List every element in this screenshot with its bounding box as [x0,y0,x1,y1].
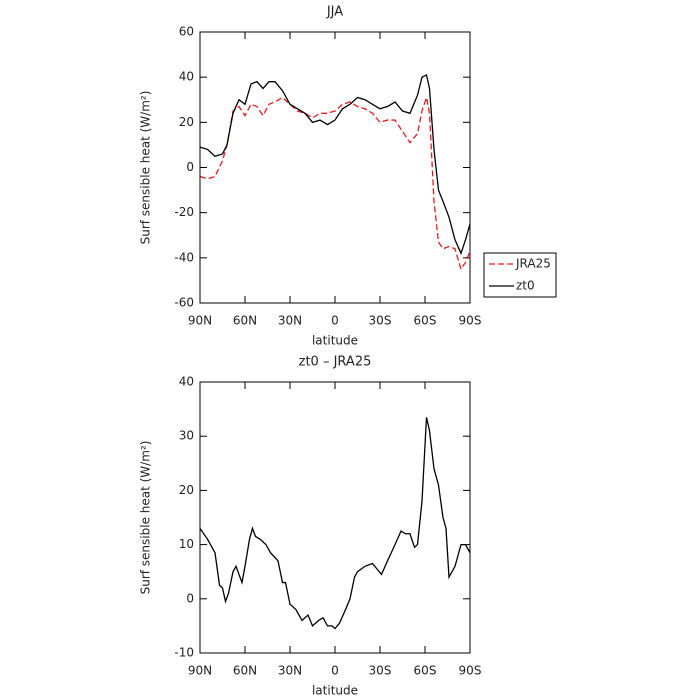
legend-label: JRA25 [515,257,551,271]
x-axis-label: latitude [312,334,358,348]
y-tick-label: 40 [179,375,194,389]
x-tick-label: 30S [369,664,392,678]
x-tick-label: 90N [188,664,212,678]
plot-frame [199,31,471,304]
x-tick-label: 90S [459,664,482,678]
y-tick-label: -10 [174,646,194,660]
y-tick-label: 0 [186,160,194,174]
y-tick-label: -40 [174,250,194,264]
x-tick-label: 0 [331,314,339,328]
legend-label: zt0 [516,279,535,293]
legend-box [483,252,557,298]
y-tick-label: 20 [179,115,194,129]
x-tick-label: 60S [414,314,437,328]
y-tick-label: -60 [174,296,194,310]
x-axis-label: latitude [312,684,358,698]
x-tick-label: 90S [459,314,482,328]
x-tick-label: 30N [278,314,302,328]
y-tick-label: 30 [179,429,194,443]
x-tick-label: 30N [278,664,302,678]
y-tick-label: 0 [186,591,194,605]
y-tick-label: 20 [179,483,194,497]
x-tick-label: 30S [369,314,392,328]
x-tick-label: 60N [233,314,257,328]
series-line [199,417,471,630]
x-tick-label: 90N [188,314,212,328]
chart-title: JJA [326,5,343,20]
y-tick-label: -20 [174,205,194,219]
x-tick-label: 0 [331,664,339,678]
x-tick-label: 60N [233,664,257,678]
plot-frame [199,381,471,654]
y-tick-label: 40 [179,70,194,84]
series-line [199,73,471,256]
y-axis-label: Surf sensible heat (W/m²) [139,441,153,595]
y-axis-label: Surf sensible heat (W/m²) [139,91,153,245]
y-tick-label: 10 [179,537,194,551]
x-tick-label: 60S [414,664,437,678]
chart-title: zt0 – JRA25 [299,355,372,370]
series-line [199,94,471,271]
y-tick-label: 60 [179,25,194,39]
